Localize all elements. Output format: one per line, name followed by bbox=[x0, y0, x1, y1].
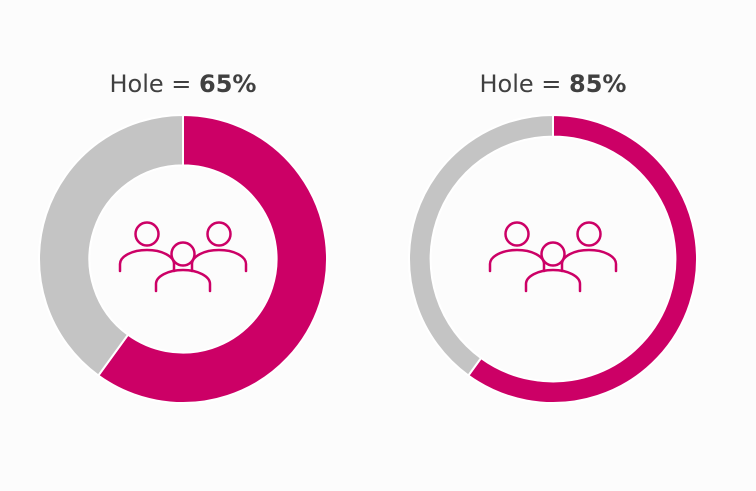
donut-chart-right bbox=[408, 113, 698, 404]
title-value: 65% bbox=[199, 70, 257, 98]
people-group-icon bbox=[118, 221, 248, 293]
people-group-icon bbox=[488, 221, 618, 293]
donut-slice-remainder bbox=[408, 113, 554, 377]
donut-slice-primary bbox=[96, 113, 328, 404]
title-prefix: Hole = bbox=[109, 70, 200, 98]
donut-slice-remainder bbox=[38, 113, 184, 377]
chart-title-right: Hole = 85% bbox=[453, 68, 653, 100]
title-prefix: Hole = bbox=[479, 70, 570, 98]
title-value: 85% bbox=[569, 70, 627, 98]
chart-title-left: Hole = 65% bbox=[83, 68, 283, 100]
donut-chart-left bbox=[38, 113, 328, 404]
donut-slice-primary bbox=[466, 113, 698, 404]
